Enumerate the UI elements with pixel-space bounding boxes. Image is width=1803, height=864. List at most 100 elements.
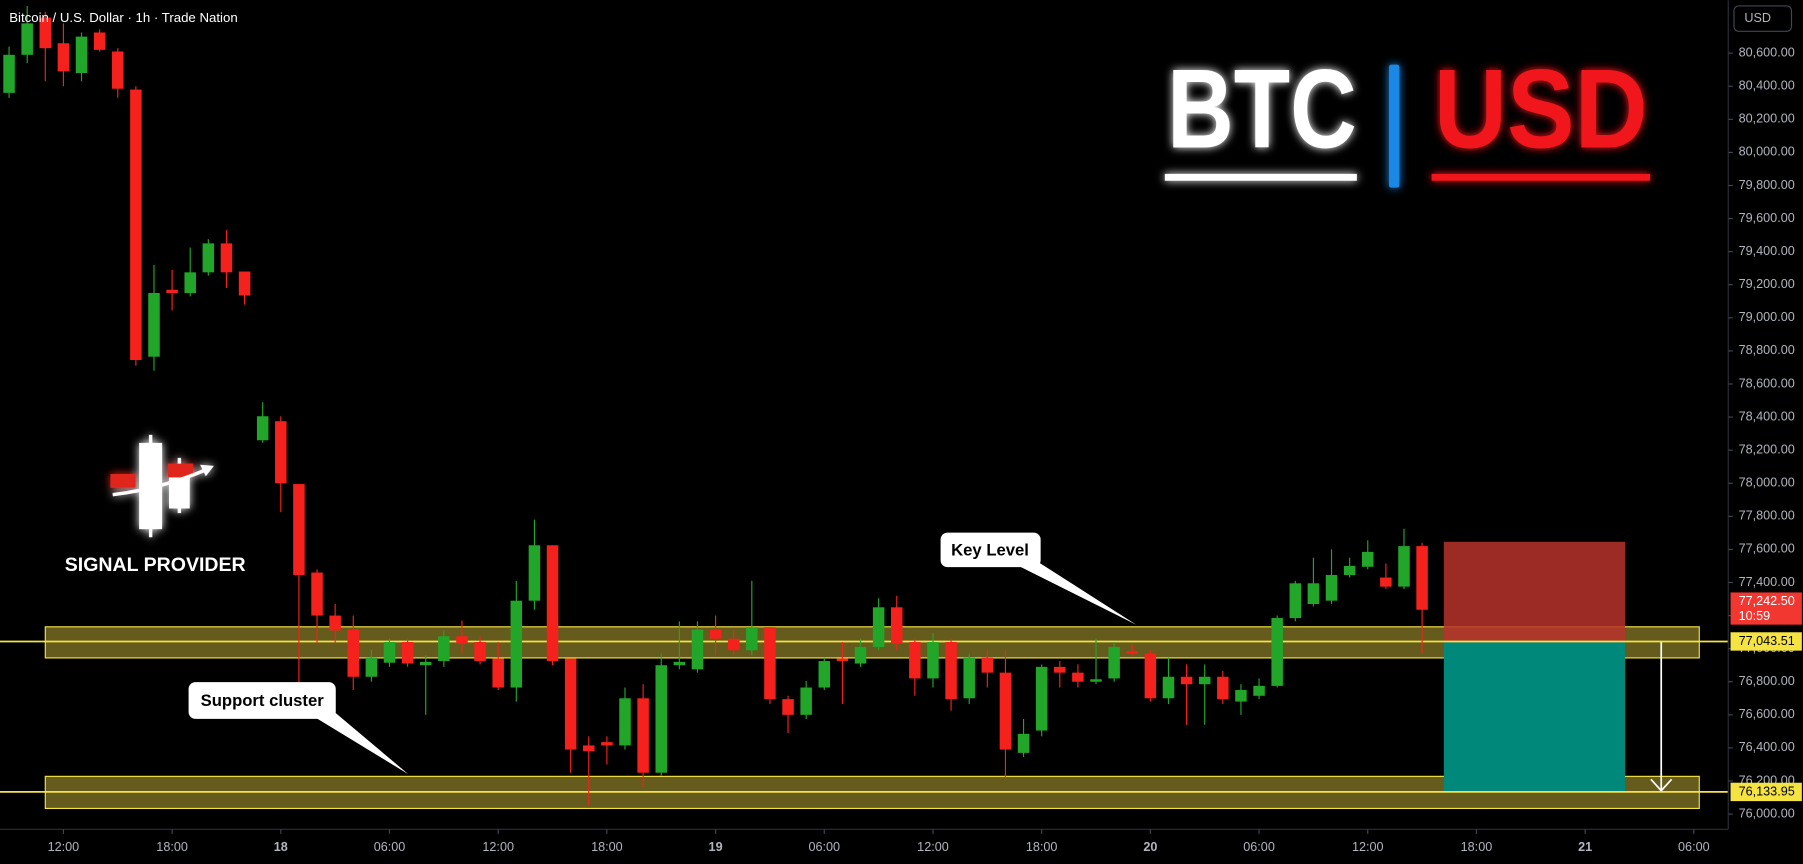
y-tick-label: 77,400.00 — [1739, 575, 1795, 589]
candle-body — [419, 661, 432, 666]
icon-red-candle — [167, 463, 194, 478]
y-tick-label: 79,000.00 — [1739, 310, 1795, 324]
support-zone — [44, 626, 1700, 659]
candle-body — [1271, 618, 1283, 686]
candle-body — [655, 665, 667, 773]
candle-body — [1343, 565, 1356, 576]
x-tick-label: 18:00 — [1026, 840, 1058, 854]
callout-text: Support cluster — [201, 691, 325, 710]
candle-body — [21, 23, 33, 55]
candle-body — [256, 416, 269, 441]
plot-area — [0, 6, 1729, 810]
y-tick-label: 79,200.00 — [1739, 277, 1795, 291]
y-tick-label: 79,600.00 — [1739, 211, 1795, 225]
candle-body — [1325, 575, 1338, 601]
brand-icon — [110, 434, 214, 538]
candle-body — [347, 629, 360, 677]
candle-body — [1198, 676, 1211, 685]
y-tick-label: 76,800.00 — [1739, 674, 1795, 688]
candle-body — [93, 32, 106, 50]
candle-body — [202, 243, 215, 273]
x-tick-label: 12:00 — [917, 840, 949, 854]
candle-body — [1217, 676, 1229, 700]
currency-button-frame[interactable] — [1733, 5, 1793, 32]
candle-body — [1307, 583, 1320, 604]
candle-body — [1054, 666, 1066, 673]
candle-body — [1017, 733, 1030, 753]
brand-name: SIGNAL PROVIDER — [65, 554, 246, 576]
candle-body — [800, 687, 812, 715]
y-tick-label: 79,400.00 — [1739, 244, 1795, 258]
currency-button[interactable]: USD — [1733, 5, 1793, 32]
candle-body — [166, 289, 178, 294]
callout: Support cluster — [188, 682, 409, 775]
candle-body — [130, 89, 142, 361]
y-tick-label: 77,800.00 — [1739, 509, 1795, 523]
candle-body — [75, 36, 88, 74]
x-tick-label: 20 — [1143, 840, 1157, 854]
x-tick-label: 12:00 — [482, 840, 514, 854]
candle-body — [619, 698, 631, 746]
candle-body — [510, 600, 523, 688]
level-price-label: 77,043.51 — [1739, 634, 1795, 648]
logo-quote: USD — [1434, 45, 1648, 171]
candle-body — [1416, 546, 1428, 610]
candle-body — [945, 642, 957, 700]
candle-body — [872, 607, 885, 648]
candle-body — [57, 43, 70, 72]
x-tick-label: 18:00 — [591, 840, 623, 854]
x-tick-label: 06:00 — [1678, 840, 1710, 854]
icon-arrowhead — [200, 464, 214, 477]
candle-body — [1180, 676, 1193, 685]
candle-body — [601, 742, 613, 746]
candle-body — [1072, 672, 1084, 682]
candle-body — [311, 572, 323, 616]
currency-button-label[interactable]: USD — [1744, 11, 1771, 25]
logo-base: BTC — [1167, 45, 1357, 171]
candle-body — [764, 627, 776, 700]
y-tick-label: 77,600.00 — [1739, 542, 1795, 556]
level-price-label: 76,133.95 — [1739, 784, 1795, 798]
y-tick-label: 80,400.00 — [1739, 79, 1795, 93]
candle-body — [637, 698, 649, 773]
candle-body — [220, 243, 233, 273]
x-tick-label: 19 — [709, 840, 723, 854]
callout-text: Key Level — [951, 540, 1029, 559]
x-tick-label: 12:00 — [48, 840, 80, 854]
last-price-label: 77,242.50 — [1739, 594, 1795, 608]
y-tick-label: 80,000.00 — [1739, 145, 1795, 159]
candle-body — [492, 658, 504, 688]
level-price-box — [1730, 782, 1802, 802]
candle-body — [727, 638, 740, 651]
candle-body — [890, 607, 903, 644]
candle-body — [438, 636, 450, 662]
candle-body — [293, 484, 305, 576]
candle-body — [3, 54, 15, 93]
candle-body — [1108, 647, 1120, 679]
candle-body — [275, 421, 287, 484]
candle-body — [927, 642, 939, 679]
candle-body — [854, 647, 867, 664]
candle-body — [981, 657, 994, 673]
stop-loss-zone — [1443, 541, 1625, 642]
x-tick-label: 21 — [1578, 840, 1592, 854]
y-tick-label: 78,000.00 — [1739, 476, 1795, 490]
candle-body — [528, 545, 541, 601]
candle-body — [583, 745, 595, 752]
candle-body — [1126, 651, 1138, 654]
candle-body — [564, 658, 577, 750]
candle-body — [963, 657, 975, 699]
candle-body — [184, 272, 196, 294]
last-price-box — [1730, 592, 1802, 625]
candle-body — [546, 545, 559, 662]
level-price-box — [1730, 632, 1802, 651]
callout-box — [188, 682, 336, 719]
candle-body — [1398, 546, 1410, 587]
candle-body — [1035, 666, 1048, 731]
x-tick-label: 18:00 — [156, 840, 188, 854]
candle-body — [148, 293, 160, 357]
callout-pointer — [1009, 561, 1137, 625]
y-tick-label: 76,000.00 — [1739, 806, 1795, 820]
